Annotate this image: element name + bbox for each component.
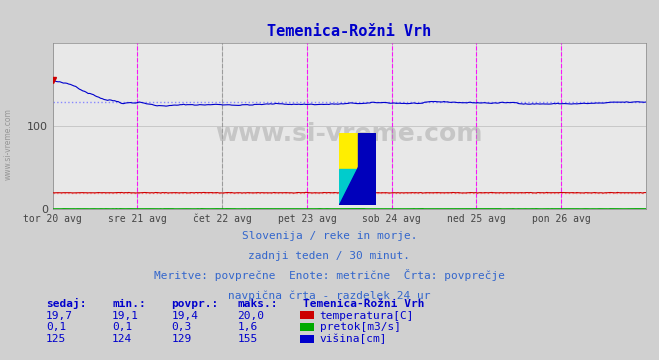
Bar — [358, 169, 376, 205]
Text: 19,4: 19,4 — [171, 311, 198, 321]
Text: 129: 129 — [171, 334, 192, 345]
Text: 0,3: 0,3 — [171, 323, 192, 333]
Text: pretok[m3/s]: pretok[m3/s] — [320, 323, 401, 333]
Text: sedaj:: sedaj: — [46, 298, 86, 309]
Text: Meritve: povprečne  Enote: metrične  Črta: povprečje: Meritve: povprečne Enote: metrične Črta:… — [154, 269, 505, 281]
Text: 125: 125 — [46, 334, 67, 345]
Bar — [339, 133, 358, 169]
Text: Slovenija / reke in morje.: Slovenija / reke in morje. — [242, 231, 417, 242]
Title: Temenica-Rožni Vrh: Temenica-Rožni Vrh — [267, 24, 432, 39]
Text: min.:: min.: — [112, 299, 146, 309]
Text: 19,1: 19,1 — [112, 311, 139, 321]
Text: maks.:: maks.: — [237, 299, 277, 309]
Text: povpr.:: povpr.: — [171, 299, 219, 309]
Text: navpična črta - razdelek 24 ur: navpična črta - razdelek 24 ur — [228, 290, 431, 301]
Text: zadnji teden / 30 minut.: zadnji teden / 30 minut. — [248, 251, 411, 261]
Text: 0,1: 0,1 — [46, 323, 67, 333]
Text: 124: 124 — [112, 334, 132, 345]
Bar — [339, 169, 358, 205]
Text: 155: 155 — [237, 334, 258, 345]
Text: 0,1: 0,1 — [112, 323, 132, 333]
Polygon shape — [339, 133, 376, 205]
Text: višina[cm]: višina[cm] — [320, 334, 387, 345]
Text: temperatura[C]: temperatura[C] — [320, 311, 414, 321]
Text: www.si-vreme.com: www.si-vreme.com — [215, 122, 483, 146]
Text: www.si-vreme.com: www.si-vreme.com — [3, 108, 13, 180]
Text: 19,7: 19,7 — [46, 311, 73, 321]
Text: Temenica-Rožni Vrh: Temenica-Rožni Vrh — [303, 299, 424, 309]
Bar — [358, 133, 376, 169]
Text: 20,0: 20,0 — [237, 311, 264, 321]
Text: 1,6: 1,6 — [237, 323, 258, 333]
